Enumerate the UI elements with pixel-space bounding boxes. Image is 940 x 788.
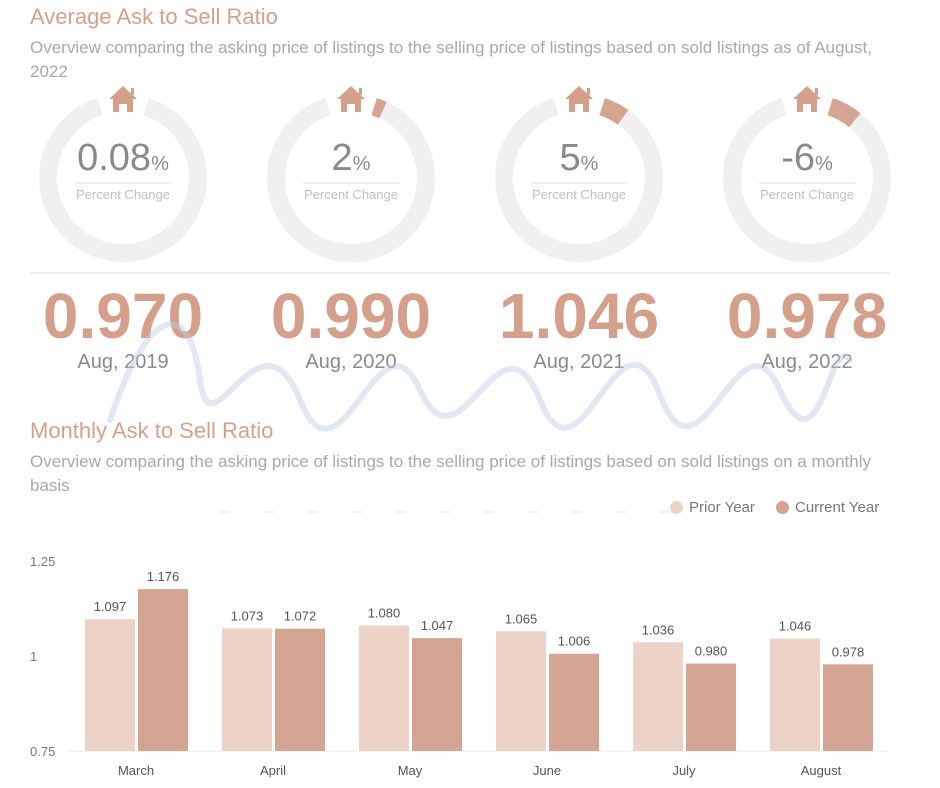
data-label: 1.047 [421, 618, 454, 633]
legend-swatch [670, 501, 683, 514]
y-tick-label: 1.25 [30, 554, 55, 569]
percent-label: Percent Change [303, 182, 399, 202]
section-subtitle: Overview comparing the asking price of l… [30, 38, 872, 81]
legend-current[interactable]: Current Year [776, 499, 879, 516]
x-tick-label: April [260, 763, 286, 778]
percent-label: Percent Change [531, 182, 627, 202]
percent-label: Percent Change [759, 182, 855, 202]
x-tick-label: May [398, 763, 423, 778]
bar-current-year [138, 589, 188, 751]
data-label: 1.006 [558, 634, 591, 649]
section-title-monthly: Monthly Ask to Sell Ratio [30, 418, 274, 443]
y-tick-label: 0.75 [30, 744, 55, 759]
bar-prior-year [85, 619, 135, 751]
bar-prior-year [770, 638, 820, 751]
section-subtitle-monthly: Overview comparing the asking price of l… [30, 452, 871, 495]
percent-change-gauge: -6% Percent Change [723, 86, 891, 262]
legend-prior[interactable]: Prior Year [670, 499, 755, 516]
bar-current-year [686, 663, 736, 751]
legend-label: Current Year [795, 499, 880, 516]
percent-change-gauge: 5% Percent Change [495, 86, 663, 262]
ratio-period: Aug, 2022 [761, 351, 853, 373]
data-label: 1.046 [779, 619, 812, 634]
data-label: 1.036 [642, 622, 675, 637]
ratio-value: 0.978 [726, 280, 888, 352]
bar-current-year [823, 664, 873, 751]
legend-label: Prior Year [689, 499, 755, 516]
house-icon [565, 86, 593, 112]
ratio-value: 0.970 [42, 280, 204, 352]
bar-current-year [412, 638, 462, 751]
x-tick-label: March [118, 763, 154, 778]
ratio-value: 1.046 [498, 280, 660, 352]
bar-prior-year [359, 625, 409, 751]
y-tick-label: 1 [30, 649, 37, 664]
data-label: 1.065 [505, 611, 538, 626]
house-icon [109, 86, 137, 112]
bar-prior-year [496, 631, 546, 751]
house-icon [337, 86, 365, 112]
percent-change-gauge: 2% Percent Change [267, 86, 435, 262]
house-icon [793, 86, 821, 112]
data-label: 0.980 [695, 644, 728, 659]
percent-change-gauge: 0.08% Percent Change [39, 86, 207, 262]
divider [30, 272, 890, 274]
data-label: 1.097 [94, 599, 127, 614]
ratio-period: Aug, 2020 [305, 351, 397, 373]
data-label: 1.073 [231, 608, 264, 623]
percent-value: 5% [559, 137, 599, 179]
bar-prior-year [633, 642, 683, 751]
bar-current-year [549, 653, 599, 751]
ratio-period: Aug, 2021 [533, 351, 625, 373]
bar-prior-year [222, 628, 272, 751]
percent-value: 0.08% [77, 137, 169, 179]
ratio-period: Aug, 2019 [77, 351, 169, 373]
data-label: 1.176 [147, 569, 180, 584]
data-label: 0.978 [832, 644, 865, 659]
legend-swatch [776, 501, 789, 514]
x-tick-label: August [801, 763, 842, 778]
section-title: Average Ask to Sell Ratio [30, 4, 278, 29]
data-label: 1.072 [284, 609, 317, 624]
data-label: 1.080 [368, 606, 401, 621]
percent-value: -6% [781, 137, 833, 179]
percent-value: 2% [331, 137, 371, 179]
x-tick-label: July [672, 763, 696, 778]
x-tick-label: June [533, 763, 561, 778]
ratio-value: 0.990 [270, 280, 432, 352]
percent-label: Percent Change [75, 182, 171, 202]
bar-current-year [275, 628, 325, 751]
